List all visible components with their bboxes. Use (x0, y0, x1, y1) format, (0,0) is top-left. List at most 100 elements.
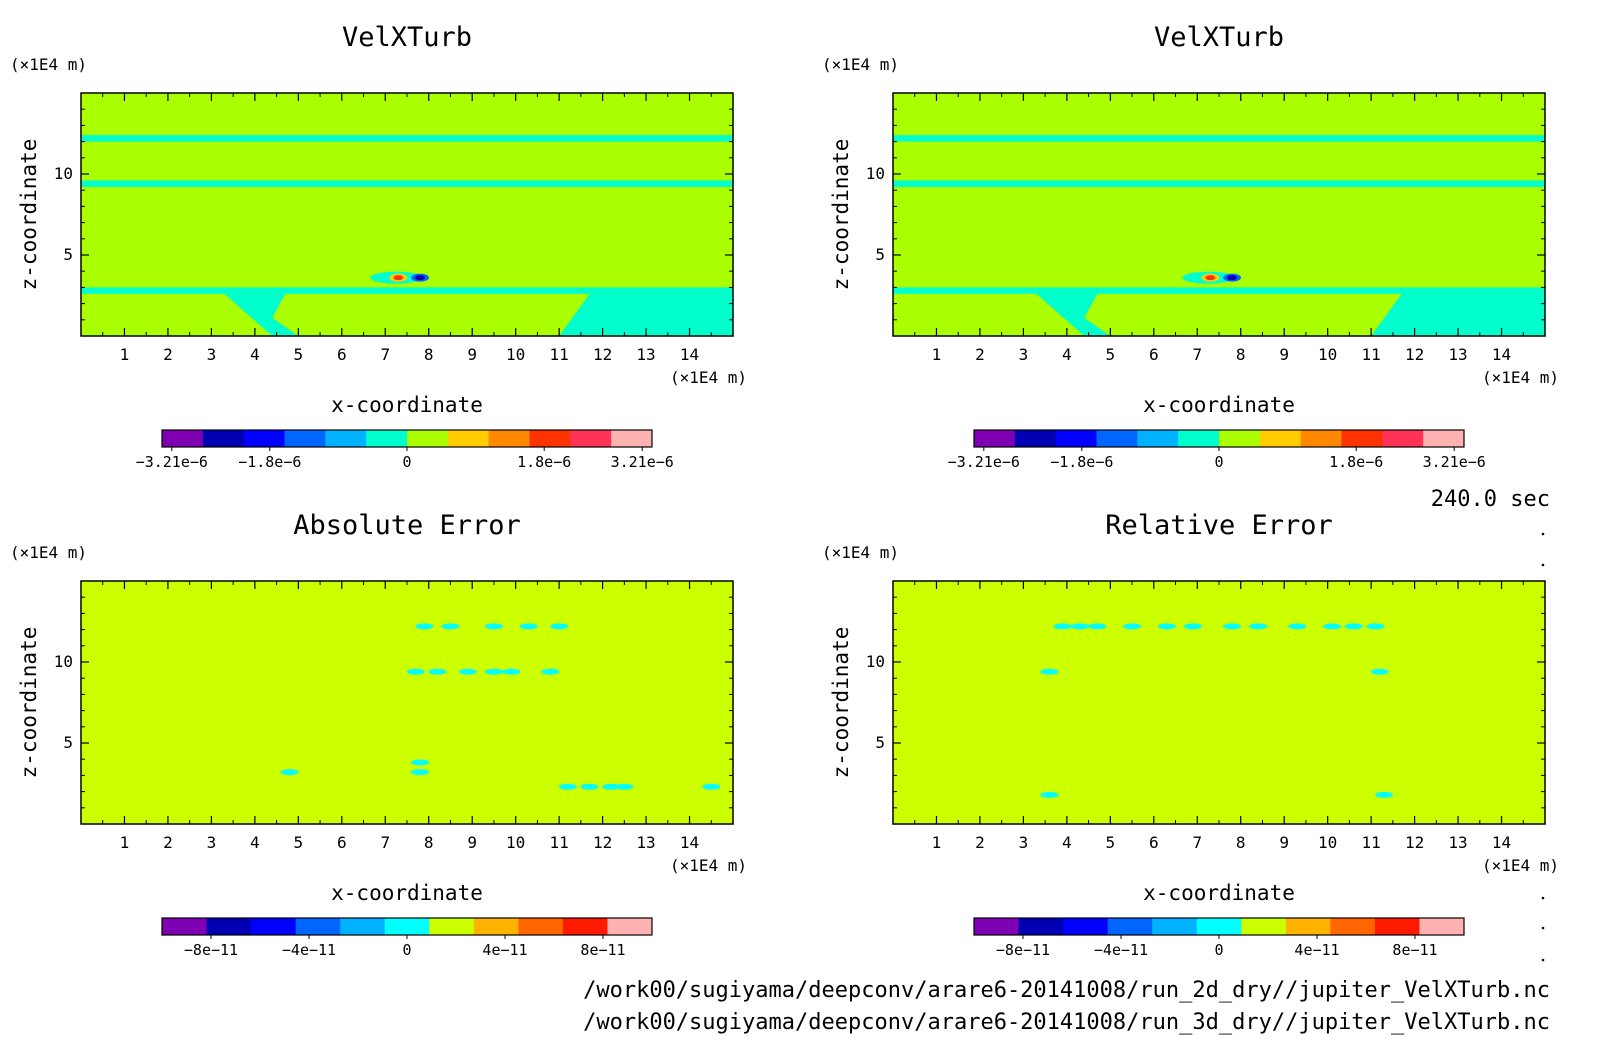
dipole-positive (1205, 275, 1216, 281)
x-tick-label: 3 (207, 833, 217, 852)
panel-4: Relative Error(×1E4 m)(×1E4 m)1 2 3 4 5 6 7 8 9 1… (822, 510, 1559, 959)
x-tick-label: 11 (550, 833, 569, 852)
colorbar-tick-label: 4e−11 (1294, 941, 1339, 959)
colorbar-swatch (473, 918, 519, 935)
cyan-wedge-right (559, 293, 733, 336)
band (893, 180, 1545, 187)
trailing-dots (1541, 532, 1545, 962)
y-tick-label: 5 (875, 733, 885, 752)
field-features (1040, 623, 1394, 798)
x-tick-label: 7 (380, 345, 390, 364)
x-tick-label: 13 (636, 833, 655, 852)
x-tick-label: 13 (1448, 345, 1467, 364)
panel-1: VelXTurb(×1E4 m)(×1E4 m)1 2 3 4 5 6 7 8 9 10 11 12 1… (10, 22, 747, 471)
x-tick-label: 14 (680, 345, 699, 364)
x-tick-label: 6 (337, 833, 347, 852)
colorbar-swatch (518, 918, 564, 935)
colorbar-swatch (1419, 918, 1465, 935)
colorbar-swatch (974, 918, 1020, 935)
y-unit-label: (×1E4 m) (822, 55, 899, 74)
panel-title: VelXTurb (342, 22, 472, 53)
band (893, 287, 1545, 294)
x-tick-label: 7 (380, 833, 390, 852)
y-tick-label: 5 (63, 245, 73, 264)
colorbar-swatch (206, 918, 252, 935)
colorbar-swatch (1382, 430, 1424, 447)
x-unit-label: (×1E4 m) (1482, 856, 1559, 875)
error-blob (428, 668, 447, 675)
colorbar-swatch (1423, 430, 1465, 447)
x-tick-label: 10 (506, 833, 525, 852)
colorbar-swatch (1285, 918, 1331, 935)
colorbar-swatch (1300, 430, 1342, 447)
colorbar-tick-label: 0 (402, 453, 411, 471)
colorbar-swatch (1055, 430, 1097, 447)
colorbar-tick-label: 4e−11 (482, 941, 527, 959)
plot-background (893, 581, 1545, 824)
error-blob (1157, 623, 1176, 630)
panel-title: Absolute Error (293, 510, 521, 541)
colorbar-tick-label: −8e−11 (184, 941, 238, 959)
error-blob (519, 623, 538, 630)
colorbar-swatch (1018, 918, 1064, 935)
colorbar-tick-label: −3.21e−6 (948, 453, 1020, 471)
error-blob (280, 769, 299, 776)
error-blob (580, 783, 599, 790)
x-tick-label: 4 (250, 833, 260, 852)
x-tick-label: 6 (337, 345, 347, 364)
x-tick-label: 8 (1236, 833, 1246, 852)
y-tick-label: 5 (875, 245, 885, 264)
colorbar: −8e−11 −4e−11 0 4e−11 8e−11 (161, 917, 653, 959)
y-unit-label: (×1E4 m) (10, 55, 87, 74)
colorbar-swatch (162, 430, 204, 447)
cyan-wedge-right (1371, 293, 1545, 336)
error-blob (1370, 668, 1389, 675)
colorbar-swatch (529, 430, 571, 447)
colorbar-swatch (407, 430, 449, 447)
colorbar-swatch (1341, 430, 1383, 447)
x-unit-label: (×1E4 m) (670, 856, 747, 875)
x-tick-label: 11 (1362, 345, 1381, 364)
error-blob (484, 623, 503, 630)
colorbar-swatch (1259, 430, 1302, 447)
error-blob (1288, 623, 1307, 630)
x-tick-label: 14 (1492, 345, 1511, 364)
error-blob (502, 668, 521, 675)
x-unit-label: (×1E4 m) (1482, 368, 1559, 387)
colorbar-tick-label: 0 (402, 941, 411, 959)
x-tick-label: 1 (120, 345, 130, 364)
x-tick-label: 5 (294, 345, 304, 364)
error-blob (484, 668, 503, 675)
colorbar-tick-label: 0 (1214, 453, 1223, 471)
error-blob (411, 759, 430, 766)
y-tick-label: 10 (866, 652, 885, 671)
error-blob (1223, 623, 1242, 630)
colorbar-tick-label: 1.8e−6 (1329, 453, 1383, 471)
x-tick-label: 12 (1405, 833, 1424, 852)
error-blob (1183, 623, 1202, 630)
error-blob (458, 668, 477, 675)
error-blob (550, 623, 569, 630)
colorbar-swatch (1178, 430, 1220, 447)
x-tick-label: 6 (1149, 833, 1159, 852)
error-blob (1040, 668, 1059, 675)
colorbar-swatch (325, 430, 367, 447)
y-tick-label: 10 (54, 652, 73, 671)
colorbar-tick-label: −1.8e−6 (1050, 453, 1113, 471)
y-unit-label: (×1E4 m) (822, 543, 899, 562)
x-tick-label: 10 (1318, 345, 1337, 364)
colorbar-tick-label: −4e−11 (282, 941, 336, 959)
x-tick-label: 11 (1362, 833, 1381, 852)
colorbar-swatch (284, 430, 326, 447)
colorbar-swatch (1096, 430, 1138, 447)
error-blob (1053, 623, 1072, 630)
colorbar-swatch (384, 918, 430, 935)
error-blob (602, 783, 621, 790)
colorbar-swatch (447, 430, 490, 447)
error-blob (541, 668, 560, 675)
colorbar-tick-label: −1.8e−6 (238, 453, 301, 471)
x-tick-label: 13 (636, 345, 655, 364)
colorbar-tick-label: 3.21e−6 (1423, 453, 1486, 471)
colorbar-swatch (611, 430, 653, 447)
